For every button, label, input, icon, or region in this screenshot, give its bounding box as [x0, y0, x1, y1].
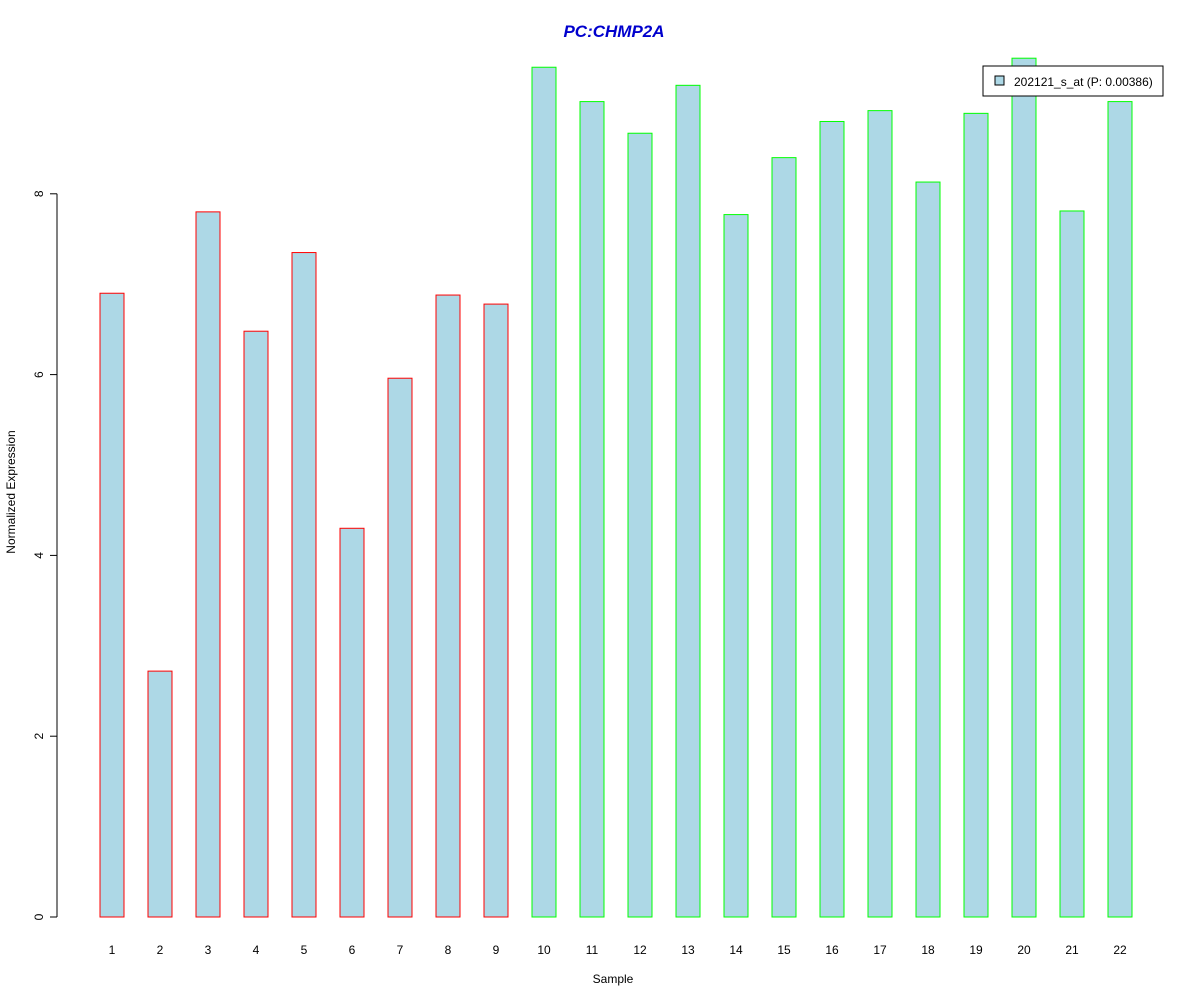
x-tick-label: 18 [921, 943, 935, 957]
bar-sample-16 [819, 120, 845, 918]
bar-sample-2 [147, 670, 173, 918]
x-tick-label: 21 [1065, 943, 1079, 957]
bar-sample-8 [435, 294, 461, 918]
x-tick-label: 12 [633, 943, 647, 957]
x-tick-label: 9 [493, 943, 500, 957]
x-tick-label: 17 [873, 943, 887, 957]
legend-box [982, 65, 1164, 97]
bar-sample-3 [195, 211, 221, 918]
bar-sample-7 [387, 377, 413, 918]
bar-sample-12 [627, 132, 653, 918]
x-tick-label: 1 [109, 943, 116, 957]
x-tick-label: 2 [157, 943, 164, 957]
bar-sample-14 [723, 214, 749, 918]
bar-sample-5 [291, 252, 317, 918]
x-tick-labels: 1 2 3 4 5 6 7 8 9 10 11 12 13 14 15 16 17 18 19 20 21 22 [109, 943, 1127, 957]
bar-sample-19 [963, 112, 989, 918]
x-tick-label: 4 [253, 943, 260, 957]
y-tick-label: 4 [32, 552, 46, 559]
bar-sample-20 [1011, 57, 1037, 918]
x-tick-label: 19 [969, 943, 983, 957]
chart-title: PC:CHMP2A [563, 22, 664, 41]
legend-label: 202121_s_at (P: 0.00386) [1014, 75, 1153, 89]
bar-sample-11 [579, 101, 605, 918]
bar-sample-13 [675, 84, 701, 918]
x-tick-label: 14 [729, 943, 743, 957]
bar-sample-6 [339, 527, 365, 918]
y-tick-label: 2 [32, 733, 46, 740]
x-tick-label: 10 [537, 943, 551, 957]
bar-sample-22 [1107, 101, 1133, 918]
bar-sample-9 [483, 303, 509, 918]
legend-swatch [994, 75, 1005, 86]
bar-sample-10 [531, 66, 557, 918]
bar-sample-15 [771, 157, 797, 918]
x-axis-label: Sample [593, 972, 634, 986]
bar-sample-21 [1059, 210, 1085, 918]
y-tick-label: 8 [32, 190, 46, 197]
x-tick-label: 7 [397, 943, 404, 957]
x-tick-label: 20 [1017, 943, 1031, 957]
bar-sample-17 [867, 110, 893, 918]
bars-group [99, 57, 1133, 918]
x-tick-label: 3 [205, 943, 212, 957]
bar-sample-4 [243, 330, 269, 918]
y-axis-label: Normalized Expression [4, 430, 18, 553]
x-tick-label: 13 [681, 943, 695, 957]
x-tick-label: 6 [349, 943, 356, 957]
y-tick-label: 0 [32, 913, 46, 920]
x-tick-label: 8 [445, 943, 452, 957]
y-tick-label: 6 [32, 371, 46, 378]
x-tick-label: 22 [1113, 943, 1127, 957]
bar-sample-1 [99, 292, 125, 918]
x-tick-label: 16 [825, 943, 839, 957]
legend: 202121_s_at (P: 0.00386) [982, 65, 1164, 97]
x-tick-label: 15 [777, 943, 791, 957]
bar-sample-18 [915, 181, 941, 918]
x-tick-label: 5 [301, 943, 308, 957]
x-tick-label: 11 [586, 943, 599, 957]
y-axis: 0 2 4 6 8 [32, 190, 58, 920]
